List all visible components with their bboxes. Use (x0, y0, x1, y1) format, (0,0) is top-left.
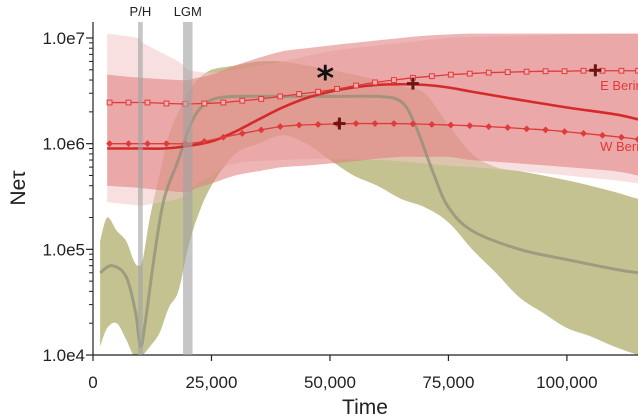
e-beringia-point (428, 73, 435, 80)
w-beringia-point (561, 128, 568, 136)
y-tick-label: 1.0e7 (42, 29, 85, 48)
e-beringia-point (485, 69, 492, 76)
w-beringia-point (371, 120, 379, 127)
w-beringia-point (125, 140, 132, 148)
e-beringia-point (125, 99, 132, 106)
e-beringia-point (334, 85, 340, 92)
cross-marker (333, 117, 346, 130)
e-beringia-point (144, 99, 151, 106)
e-beringia-point (372, 79, 378, 86)
w-beringia-point (390, 120, 398, 127)
e-beringia-point (201, 100, 208, 107)
x-tick-label: 25,000 (185, 373, 237, 392)
w-beringia-point (466, 122, 474, 130)
y-tick-label: 1.0e4 (42, 346, 85, 365)
w-beringia-point (447, 121, 455, 129)
e-beringia-point (239, 97, 246, 104)
lgm-label: LGM (174, 4, 202, 19)
plot-area (99, 33, 638, 355)
e-beringia-point (523, 68, 530, 75)
w-beringia-point (163, 140, 170, 148)
w-beringia-point (295, 121, 303, 129)
e-beringia-label: E Beringia (600, 78, 638, 93)
w-beringia-point (314, 121, 322, 128)
w-beringia-point (504, 124, 512, 131)
w-beringia-point (238, 130, 246, 137)
w-beringia-point (428, 121, 436, 128)
w-beringia-point (352, 120, 360, 127)
w-beringia-point (276, 123, 284, 131)
e-beringia-point (353, 82, 359, 89)
w-beringia-point (523, 125, 531, 133)
w-beringia-point (257, 126, 265, 134)
e-beringia-point (618, 67, 625, 74)
lgm-band (183, 22, 193, 355)
x-tick-label: 75,000 (422, 373, 474, 392)
y-axis-title: Neτ (7, 170, 30, 206)
w-beringia-point (409, 120, 417, 128)
w-beringia-point (219, 133, 227, 141)
x-tick-label: 100,000 (536, 373, 597, 392)
w-beringia-point (599, 131, 606, 139)
p-h-band (138, 22, 143, 355)
annotations: P/H LGM * E Beringia W Beringia (130, 4, 638, 355)
e-beringia-point (542, 68, 549, 75)
e-beringia-point (391, 77, 397, 83)
cross-marker (589, 64, 602, 77)
x-tick-label: 0 (88, 373, 97, 392)
e-beringia-point (315, 88, 322, 95)
p-h-label: P/H (130, 4, 152, 19)
x-axis-title: Time (342, 396, 388, 419)
w-beringia-point (200, 138, 208, 145)
e-beringia-point (561, 68, 568, 75)
e-beringia-point (258, 96, 265, 102)
asterisk-annotation: * (316, 59, 334, 99)
w-beringia-point (634, 135, 638, 143)
e-beringia-point (296, 91, 303, 97)
w-beringia-point (617, 133, 625, 141)
y-tick-label: 1.0e6 (42, 135, 85, 154)
y-tick-label: 1.0e5 (42, 240, 85, 259)
e-beringia-point (466, 70, 473, 77)
e-beringia-point (580, 67, 587, 74)
w-beringia-point (144, 140, 151, 148)
e-beringia-point (106, 99, 113, 106)
axes: 1.0e4 1.0e5 1.0e6 1.0e7 0 25,000 50,000 75,000 1… (7, 22, 638, 419)
x-tick-label: 50,000 (304, 373, 356, 392)
w-beringia-label: W Beringia (600, 139, 638, 154)
e-beringia-point (277, 93, 284, 100)
e-beringia-point (163, 100, 170, 107)
e-beringia-point (504, 69, 511, 76)
w-beringia-point (580, 130, 587, 137)
cross-marker (406, 77, 419, 90)
e-beringia-point (447, 71, 454, 78)
w-beringia-point (106, 140, 114, 148)
w-beringia-point (542, 126, 550, 134)
w-beringia-point (485, 123, 493, 131)
e-beringia-point (220, 99, 227, 106)
